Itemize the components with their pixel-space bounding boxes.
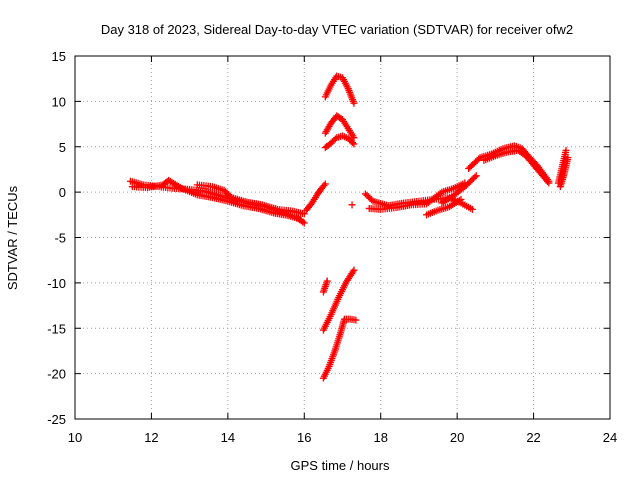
data-point <box>321 180 329 188</box>
data-point <box>350 266 358 274</box>
data-point <box>468 205 476 213</box>
data-point <box>352 316 360 324</box>
data-point <box>472 172 480 180</box>
series-trace-d <box>302 180 329 214</box>
data-point <box>350 140 358 148</box>
series-trace-c <box>193 181 308 218</box>
series-trace-i <box>319 277 331 296</box>
series-trace-q <box>480 146 553 187</box>
x-tick-label: 24 <box>603 430 617 445</box>
series-trace-n <box>423 195 465 219</box>
data-point <box>564 154 572 162</box>
x-axis-tick-labels: 10 12 14 16 18 20 22 24 <box>68 430 617 445</box>
x-axis-label: GPS time / hours <box>291 458 390 473</box>
chart-title: Day 318 of 2023, Sidereal Day-to-day VTE… <box>101 22 573 37</box>
data-point <box>296 215 304 223</box>
data-point <box>350 99 358 107</box>
x-tick-label: 20 <box>450 430 464 445</box>
data-point <box>320 181 328 189</box>
y-axis-label: SDTVAR / TECUs <box>5 185 20 290</box>
data-points <box>126 72 572 382</box>
series-trace-k <box>319 315 360 382</box>
data-point <box>300 210 308 218</box>
y-tick-label: -25 <box>47 412 66 427</box>
x-tick-label: 12 <box>144 430 158 445</box>
series-trace-f <box>321 112 358 142</box>
y-tick-label: 15 <box>52 49 66 64</box>
series-trace-j <box>319 266 358 334</box>
y-tick-label: -5 <box>54 231 66 246</box>
data-point <box>457 195 465 203</box>
series-trace-m <box>365 179 469 213</box>
x-tick-label: 16 <box>297 430 311 445</box>
x-tick-label: 14 <box>221 430 235 445</box>
data-point <box>455 196 463 204</box>
series-trace-h <box>348 201 356 209</box>
data-point <box>545 179 553 187</box>
data-point <box>471 173 479 181</box>
series-trace-b <box>128 176 304 223</box>
y-tick-label: 5 <box>59 140 66 155</box>
data-point <box>176 183 184 191</box>
series-trace-g <box>321 132 358 152</box>
x-tick-label: 18 <box>373 430 387 445</box>
y-axis-tick-labels: 15 10 5 0 -5 -10 -15 -20 -25 <box>47 49 66 427</box>
data-point <box>562 146 570 154</box>
y-tick-label: 0 <box>59 185 66 200</box>
y-tick-label: -10 <box>47 276 66 291</box>
data-point <box>544 178 552 186</box>
series-trace-e <box>321 72 358 107</box>
axis-ticks <box>74 55 611 420</box>
y-tick-label: -15 <box>47 321 66 336</box>
data-point <box>300 219 308 227</box>
data-point <box>349 139 357 147</box>
series-trace-s <box>556 154 572 191</box>
data-point <box>350 134 358 142</box>
data-point <box>348 201 356 209</box>
x-tick-label: 22 <box>526 430 540 445</box>
x-tick-label: 10 <box>68 430 82 445</box>
y-tick-label: 10 <box>52 94 66 109</box>
y-tick-label: -20 <box>47 367 66 382</box>
data-point <box>323 277 331 285</box>
series-trace-o <box>438 172 480 207</box>
grid-lines <box>75 56 610 419</box>
